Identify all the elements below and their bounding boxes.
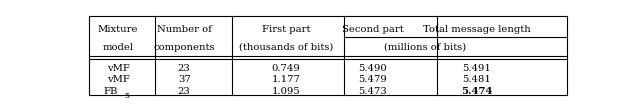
Text: (millions of bits): (millions of bits) — [383, 43, 466, 52]
Text: 1.095: 1.095 — [271, 87, 300, 96]
Text: (thousands of bits): (thousands of bits) — [239, 43, 333, 52]
Text: Number of: Number of — [157, 25, 212, 34]
Text: 5.474: 5.474 — [461, 87, 493, 96]
Text: 23: 23 — [178, 64, 191, 73]
Text: 23: 23 — [178, 87, 191, 96]
Text: vMF: vMF — [107, 64, 130, 73]
Text: 5.481: 5.481 — [462, 75, 492, 84]
Text: 5.491: 5.491 — [462, 64, 492, 73]
Text: 5.479: 5.479 — [358, 75, 387, 84]
Text: 0.749: 0.749 — [271, 64, 300, 73]
Text: 37: 37 — [178, 75, 191, 84]
Text: 5.473: 5.473 — [358, 87, 387, 96]
Text: FB: FB — [104, 87, 118, 96]
Text: 5.490: 5.490 — [358, 64, 387, 73]
Text: 5: 5 — [125, 92, 130, 100]
Text: model: model — [102, 43, 134, 52]
Text: Total message length: Total message length — [423, 25, 531, 34]
Text: First part: First part — [262, 25, 310, 34]
Text: vMF: vMF — [107, 75, 130, 84]
Text: 1.177: 1.177 — [271, 75, 300, 84]
Text: Mixture: Mixture — [98, 25, 138, 34]
Text: components: components — [154, 43, 215, 52]
Text: Second part: Second part — [342, 25, 403, 34]
